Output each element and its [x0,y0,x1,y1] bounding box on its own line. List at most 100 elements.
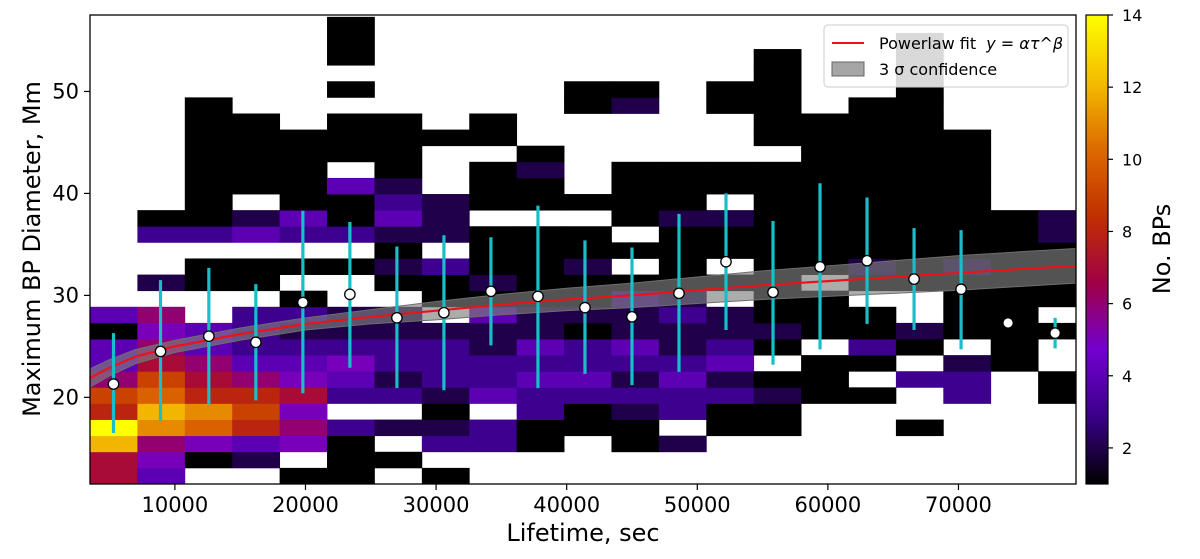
heatmap-cell [990,355,1039,372]
heatmap-cell [327,467,375,484]
heatmap-cell [943,306,992,324]
heatmap-cell [801,177,849,195]
heatmap-cell [469,371,518,388]
mean-point [391,311,403,324]
heatmap-cell [516,435,565,453]
heatmap-cell [516,371,565,388]
heatmap-cell [184,194,233,211]
heatmap-cell [564,322,612,340]
heatmap-cell [706,339,755,356]
heatmap-cell [469,355,518,372]
heatmap-cell [564,387,612,404]
heatmap-cell [421,355,470,372]
heatmap-cell [895,177,944,195]
heatmap-cell [753,177,802,195]
heatmap-cell [184,210,233,227]
heatmap-cell [421,274,470,292]
colorbar-tick-label: 2 [1122,439,1132,458]
heatmap-cell [753,81,802,98]
heatmap-cell [327,451,375,469]
heatmap-cell [469,322,518,340]
heatmap-cell [564,226,612,243]
mean-point [1002,317,1014,329]
heatmap-cell [706,322,755,340]
y-tick-label: 20 [52,385,79,409]
colorbar-tick-label: 6 [1122,295,1132,314]
heatmap-cell [516,419,565,437]
heatmap-cell [184,177,233,195]
heatmap-cell [848,194,897,211]
heatmap-cell [706,306,755,324]
heatmap-cell [327,210,375,227]
y-tick-label: 40 [52,181,79,205]
heatmap-cell [706,226,755,243]
mean-point [154,345,167,358]
heatmap-cell [469,274,518,292]
x-tick-label: 60000 [794,493,861,517]
heatmap-cell [895,161,944,179]
heatmap-cell [327,16,375,34]
heatmap-cell [516,161,565,179]
heatmap-cell [943,355,992,372]
heatmap-cell [516,339,565,356]
heatmap-cell [801,129,849,147]
heatmap-cell [232,113,281,130]
heatmap-cell [516,274,565,292]
heatmap-cell [564,371,612,388]
heatmap-cells [90,16,1076,484]
heatmap-cell [848,387,897,404]
heatmap-cell [327,371,375,388]
heatmap-cell [327,194,375,211]
heatmap-cell [564,339,612,356]
axes: 10000 20000 30000 40000 50000 60000 70000 20 30 4… [52,79,992,517]
heatmap-cell [753,210,802,227]
colorbar-label: No. BPs [1148,204,1176,295]
heatmap-cell [516,226,565,243]
heatmap-cell [469,113,518,130]
heatmap-cell [895,210,944,227]
heatmap-cell [706,371,755,388]
heatmap-cell [564,81,612,98]
colorbar-tick-label: 12 [1122,78,1142,97]
heatmap-cell [232,161,281,179]
colorbar-tick-label: 4 [1122,367,1132,386]
heatmap-cell [848,242,897,259]
heatmap-cell [374,210,423,227]
heatmap-cell [232,419,281,437]
heatmap-cell [801,226,849,243]
heatmap-cell [753,194,802,211]
heatmap-cell [279,435,328,453]
heatmap-cell [516,322,565,340]
heatmap-cell [895,97,944,114]
heatmap-cell [516,403,565,420]
heatmap-cell [279,387,328,404]
heatmap-cell [658,306,707,324]
heatmap-cell [469,226,518,243]
heatmap-cell [421,467,470,484]
heatmap-cell [895,371,944,388]
heatmap-cell [801,113,849,130]
heatmap-cell [658,194,707,211]
heatmap-cell [706,97,755,114]
heatmap-cell [327,177,375,195]
heatmap-cell [611,210,660,227]
colorbar-ticks: 2 4 6 8 10 12 14 [1108,6,1142,458]
heatmap-cell [801,210,849,227]
heatmap-cell [611,339,660,356]
heatmap-cell [184,226,233,243]
heatmap-cell [753,371,802,388]
heatmap-cell [895,145,944,163]
heatmap-cell [90,322,138,340]
heatmap-cell [706,403,755,420]
heatmap-cell [848,339,897,356]
heatmap-cell [943,161,992,179]
fit-curve-line [90,264,1076,379]
heatmap-cell [279,145,328,163]
heatmap-cell [516,194,565,211]
heatmap-cell [564,194,612,211]
heatmap-cell [184,97,233,114]
heatmap-cell [611,403,660,420]
mean-point [438,306,450,319]
heatmap-cell [421,371,470,388]
